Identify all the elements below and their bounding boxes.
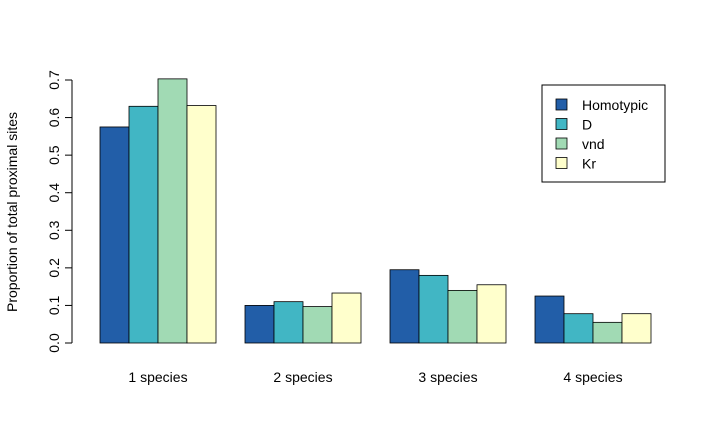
legend-label-vnd: vnd — [582, 136, 605, 152]
legend-swatch-vnd — [555, 137, 568, 150]
bar-d-1 — [128, 105, 159, 344]
bar-d-2 — [273, 301, 304, 344]
bar-homotypic-4 — [534, 295, 565, 344]
legend-label-homotypic: Homotypic — [582, 97, 648, 113]
category-labels: 1 species 2 species 3 species 4 species — [128, 369, 622, 385]
bar-d-4 — [563, 313, 594, 344]
y-tick-label: 0.4 — [46, 183, 62, 203]
y-tick-label: 0.1 — [46, 295, 62, 315]
y-tick-label: 0.7 — [46, 70, 62, 90]
bar-d-3 — [418, 274, 449, 344]
legend-swatch-homotypic — [555, 98, 568, 111]
bar-vnd-4 — [592, 321, 623, 344]
legend-swatch-d — [555, 118, 568, 130]
bar-vnd-3 — [447, 289, 478, 344]
legend-label-kr: Kr — [582, 156, 596, 172]
bars — [99, 78, 652, 344]
bar-kr-1 — [186, 105, 217, 344]
bar-kr-2 — [331, 292, 362, 344]
y-tick-label: 0.3 — [46, 220, 62, 240]
bar-kr-4 — [621, 313, 652, 344]
bar-vnd-2 — [302, 306, 333, 344]
bar-vnd-1 — [157, 78, 188, 344]
category-label: 2 species — [273, 369, 332, 385]
legend-swatch-kr — [555, 157, 568, 169]
y-tick-label: 0.6 — [46, 108, 62, 128]
y-tick-label: 0.5 — [46, 145, 62, 165]
y-axis-label: Proportion of total proximal sites — [4, 112, 20, 312]
legend-label-d: D — [582, 117, 592, 133]
y-tick-label: 0.2 — [46, 258, 62, 278]
bar-homotypic-3 — [389, 269, 420, 344]
bar-homotypic-1 — [99, 126, 130, 344]
bar-kr-3 — [476, 284, 507, 344]
y-tick-label: 0.0 — [46, 333, 62, 353]
category-label: 3 species — [418, 369, 477, 385]
y-axis: 0.0 0.1 0.2 0.3 0.4 0.5 0.6 0.7 — [46, 70, 73, 353]
bar-homotypic-2 — [244, 305, 275, 344]
category-label: 4 species — [563, 369, 622, 385]
category-label: 1 species — [128, 369, 187, 385]
